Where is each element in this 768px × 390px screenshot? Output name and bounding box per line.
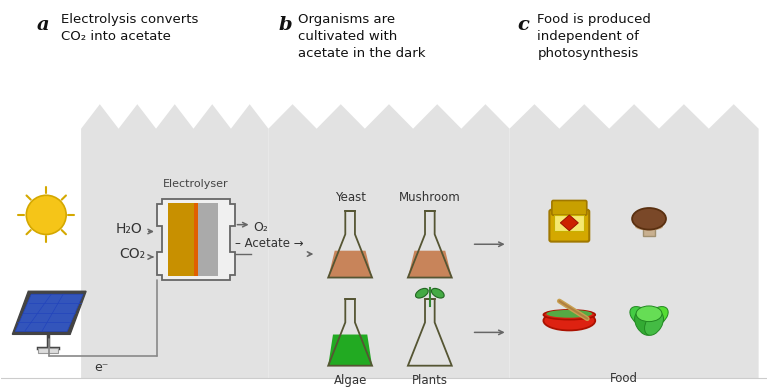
FancyBboxPatch shape [552,200,587,215]
Text: Electrolysis converts
CO₂ into acetate: Electrolysis converts CO₂ into acetate [61,13,199,43]
Text: Mushroom: Mushroom [399,191,461,204]
Bar [643,217,655,236]
Text: e⁻: e⁻ [94,361,108,374]
Ellipse shape [636,306,662,322]
Polygon shape [157,199,234,280]
Bar [194,203,197,276]
Ellipse shape [636,312,662,328]
Text: c: c [518,16,529,34]
Polygon shape [81,104,269,378]
Polygon shape [12,291,86,334]
Ellipse shape [635,223,663,230]
Ellipse shape [544,310,595,320]
Circle shape [26,195,66,234]
Text: Electrolyser: Electrolyser [163,179,229,190]
Ellipse shape [432,288,444,298]
Bar [38,348,58,353]
Bar [554,215,584,231]
Text: b: b [278,16,292,34]
Text: O₂: O₂ [253,221,268,234]
Polygon shape [408,251,452,278]
Text: Organisms are
cultivated with
acetate in the dark: Organisms are cultivated with acetate in… [298,13,425,60]
Ellipse shape [634,312,654,335]
Polygon shape [269,104,509,378]
Ellipse shape [630,307,652,327]
Polygon shape [328,251,372,278]
Ellipse shape [544,311,595,330]
Polygon shape [509,104,759,378]
Polygon shape [15,294,83,332]
Text: CO₂: CO₂ [119,247,145,261]
Text: Plants: Plants [412,374,448,386]
Text: – Acetate →: – Acetate → [234,237,303,250]
Text: a: a [36,16,49,34]
Text: Yeast: Yeast [335,191,366,204]
Ellipse shape [644,312,664,335]
Bar [167,203,194,276]
Ellipse shape [646,307,668,327]
FancyBboxPatch shape [549,210,589,242]
Text: H₂O: H₂O [116,222,143,236]
Polygon shape [561,215,578,231]
Polygon shape [328,335,372,366]
Text: Algae: Algae [333,374,367,386]
Ellipse shape [546,310,592,318]
Bar [197,203,218,276]
Ellipse shape [415,288,429,298]
Ellipse shape [632,208,666,230]
Text: Food: Food [610,372,638,385]
Text: Food is produced
independent of
photosynthesis: Food is produced independent of photosyn… [538,13,651,60]
